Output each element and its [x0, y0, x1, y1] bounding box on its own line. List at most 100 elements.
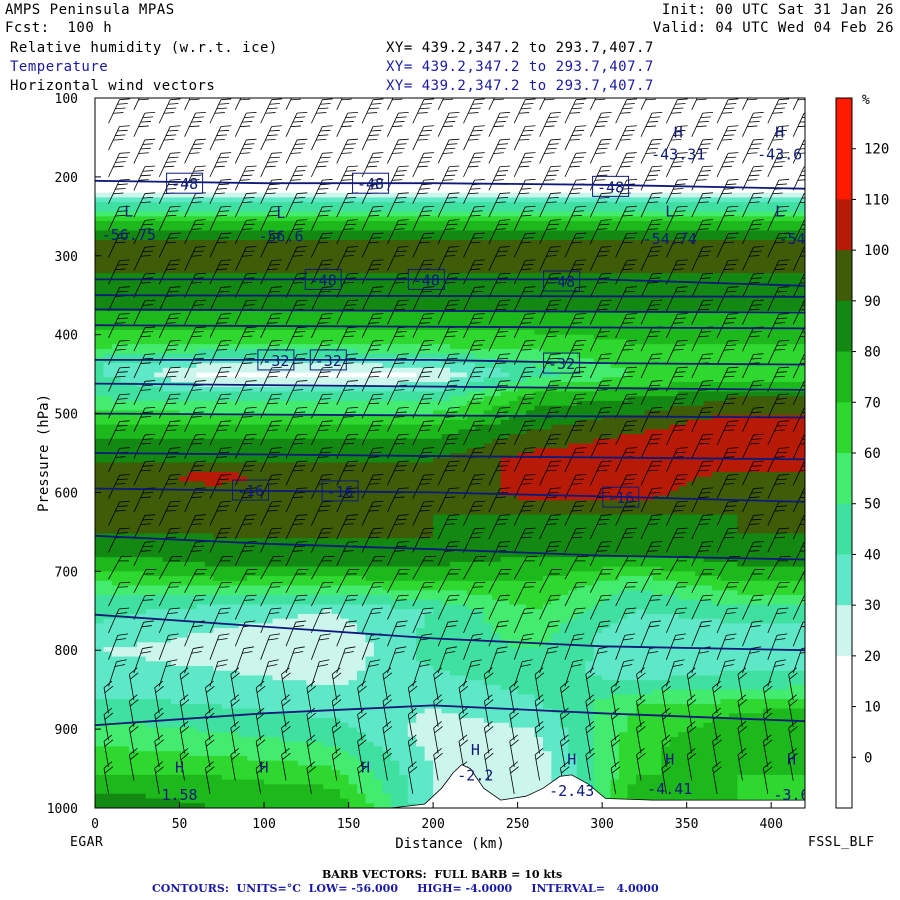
rh-cell — [306, 779, 316, 785]
rh-cell — [306, 424, 316, 430]
rh-cell — [297, 173, 307, 180]
rh-cell — [137, 225, 147, 232]
rh-cell — [272, 666, 282, 672]
rh-cell — [289, 703, 299, 710]
rh-cell — [280, 443, 291, 449]
rh-cell — [323, 225, 333, 232]
rh-cell — [357, 566, 367, 572]
rh-cell — [272, 240, 282, 246]
rh-cell — [238, 353, 248, 359]
rh-cell — [213, 580, 223, 587]
rh-cell — [171, 98, 181, 104]
rh-cell — [213, 315, 223, 322]
rh-cell — [162, 632, 172, 639]
rh-cell — [204, 703, 214, 710]
rh-cell — [128, 642, 138, 648]
rh-cell — [264, 500, 274, 506]
field-temp-label: Temperature — [10, 59, 109, 75]
rh-cell — [128, 301, 138, 307]
rh-cell — [120, 197, 130, 203]
rh-cell — [187, 784, 198, 790]
rh-cell — [331, 159, 341, 165]
rh-cell — [111, 396, 121, 402]
rh-cell — [348, 301, 358, 307]
rh-cell — [95, 580, 105, 587]
rh-cell — [128, 524, 138, 530]
rh-cell — [137, 434, 147, 440]
rh-cell — [289, 505, 299, 511]
rh-cell — [314, 519, 324, 525]
rh-cell — [103, 121, 113, 127]
rh-cell — [154, 514, 164, 520]
rh-cell — [187, 656, 198, 662]
rh-cell — [179, 240, 189, 246]
rh-cell — [187, 254, 198, 260]
rh-cell — [348, 339, 358, 345]
rh-cell — [171, 538, 181, 544]
rh-cell — [272, 689, 282, 695]
rh-cell — [187, 722, 198, 729]
rh-cell — [289, 722, 299, 729]
rh-cell — [137, 183, 147, 189]
rh-cell — [187, 386, 198, 393]
rh-cell — [238, 187, 248, 194]
rh-cell — [162, 703, 172, 710]
rh-cell — [171, 737, 181, 743]
rh-cell — [280, 159, 291, 165]
rh-cell — [314, 192, 324, 198]
rh-cell — [120, 367, 130, 374]
rh-cell — [187, 580, 198, 587]
rh-cell — [213, 287, 223, 293]
rh-cell — [255, 183, 265, 189]
rh-cell — [280, 737, 291, 743]
rh-cell — [196, 666, 206, 672]
rh-cell — [340, 590, 350, 596]
rh-cell — [196, 490, 206, 497]
rh-cell — [103, 244, 113, 251]
rh-cell — [128, 344, 138, 350]
rh-cell — [179, 391, 189, 397]
rh-cell — [255, 462, 265, 468]
rh-cell — [187, 126, 198, 132]
rh-cell — [348, 230, 358, 236]
rh-cell — [171, 694, 181, 700]
rh-cell — [365, 585, 375, 591]
rh-cell — [264, 202, 274, 208]
rh-cell — [179, 367, 189, 374]
rh-cell — [297, 703, 307, 710]
rh-cell — [297, 150, 307, 156]
rh-cell — [357, 377, 367, 383]
rh-cell — [162, 737, 172, 743]
rh-cell — [128, 703, 138, 710]
rh-cell — [306, 642, 316, 648]
rh-cell — [145, 339, 155, 345]
rh-cell — [314, 154, 324, 161]
rh-cell — [297, 528, 307, 535]
rh-cell — [365, 680, 375, 686]
rh-cell — [137, 538, 147, 544]
rh-cell — [323, 282, 333, 288]
rh-cell — [340, 325, 350, 331]
rh-cell — [331, 254, 341, 260]
rh-cell — [111, 718, 121, 724]
rh-cell — [331, 386, 341, 393]
rh-cell — [128, 661, 138, 667]
rh-cell — [111, 225, 121, 232]
rh-cell — [331, 325, 341, 331]
rh-cell — [111, 457, 121, 464]
rh-cell — [297, 320, 307, 326]
rh-cell — [120, 528, 130, 535]
rh-cell — [306, 538, 316, 544]
rh-cell — [247, 311, 257, 317]
rh-cell — [137, 405, 147, 411]
rh-cell — [230, 235, 240, 241]
rh-cell — [289, 495, 299, 501]
rh-cell — [323, 254, 333, 260]
rh-cell — [204, 500, 214, 506]
rh-cell — [204, 372, 214, 378]
rh-cell — [145, 169, 155, 175]
rh-cell — [323, 325, 333, 331]
rh-cell — [314, 178, 324, 184]
rh-cell — [272, 107, 282, 113]
rh-cell — [255, 197, 265, 203]
